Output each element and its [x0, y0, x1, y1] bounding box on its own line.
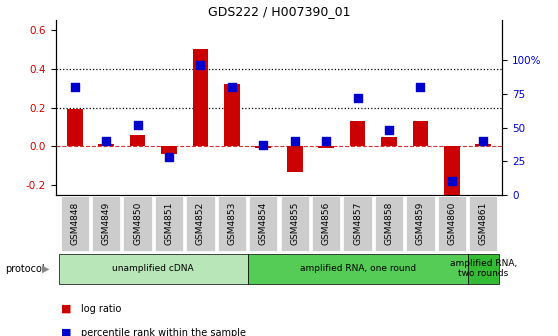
Point	[70, 85, 79, 90]
Text: GSM4861: GSM4861	[479, 202, 488, 245]
Bar	[287, 146, 302, 172]
Bar	[256, 146, 271, 148]
FancyBboxPatch shape	[281, 196, 309, 251]
FancyBboxPatch shape	[218, 196, 246, 251]
FancyBboxPatch shape	[59, 254, 248, 284]
Text: GSM4855: GSM4855	[290, 202, 299, 245]
Bar	[412, 121, 429, 146]
Text: ■: ■	[61, 304, 72, 314]
FancyBboxPatch shape	[155, 196, 183, 251]
Text: GSM4850: GSM4850	[133, 202, 142, 245]
Point	[448, 179, 456, 184]
Point	[165, 155, 174, 160]
Text: percentile rank within the sample: percentile rank within the sample	[81, 328, 246, 336]
Point	[227, 85, 236, 90]
Bar	[224, 84, 240, 146]
FancyBboxPatch shape	[92, 196, 120, 251]
Text: GSM4859: GSM4859	[416, 202, 425, 245]
Text: GSM4856: GSM4856	[321, 202, 331, 245]
Text: GSM4854: GSM4854	[259, 202, 268, 245]
FancyBboxPatch shape	[186, 196, 215, 251]
Point	[259, 142, 268, 148]
Point	[102, 138, 110, 144]
Point	[479, 138, 488, 144]
Bar	[67, 110, 83, 146]
Point	[353, 95, 362, 101]
Text: GSM4857: GSM4857	[353, 202, 362, 245]
FancyBboxPatch shape	[248, 254, 468, 284]
Text: amplified RNA, one round: amplified RNA, one round	[300, 264, 416, 273]
Bar	[193, 49, 208, 146]
FancyBboxPatch shape	[469, 196, 498, 251]
FancyBboxPatch shape	[123, 196, 152, 251]
Text: GSM4851: GSM4851	[165, 202, 174, 245]
Point	[290, 138, 299, 144]
FancyBboxPatch shape	[249, 196, 277, 251]
Point	[133, 122, 142, 128]
Text: amplified RNA,
two rounds: amplified RNA, two rounds	[450, 259, 517, 279]
FancyBboxPatch shape	[438, 196, 466, 251]
Bar	[129, 135, 146, 146]
Bar	[381, 137, 397, 146]
Title: GDS222 / H007390_01: GDS222 / H007390_01	[208, 5, 350, 17]
Text: protocol: protocol	[6, 264, 45, 274]
FancyBboxPatch shape	[468, 254, 499, 284]
Text: GSM4848: GSM4848	[70, 202, 79, 245]
Text: ▶: ▶	[42, 264, 49, 274]
Text: ■: ■	[61, 328, 72, 336]
Text: log ratio: log ratio	[81, 304, 121, 314]
FancyBboxPatch shape	[60, 196, 89, 251]
FancyBboxPatch shape	[312, 196, 340, 251]
Text: GSM4849: GSM4849	[102, 202, 110, 245]
FancyBboxPatch shape	[375, 196, 403, 251]
Text: GSM4853: GSM4853	[227, 202, 237, 245]
FancyBboxPatch shape	[343, 196, 372, 251]
Point	[384, 128, 393, 133]
Point	[416, 85, 425, 90]
Bar	[98, 144, 114, 146]
Text: GSM4852: GSM4852	[196, 202, 205, 245]
Bar	[350, 121, 365, 146]
Text: unamplified cDNA: unamplified cDNA	[113, 264, 194, 273]
Bar	[475, 144, 491, 146]
FancyBboxPatch shape	[406, 196, 435, 251]
Text: GSM4860: GSM4860	[448, 202, 456, 245]
Bar	[444, 146, 460, 199]
Text: GSM4858: GSM4858	[384, 202, 393, 245]
Point	[196, 62, 205, 67]
Bar	[318, 146, 334, 148]
Point	[322, 138, 331, 144]
Bar	[161, 146, 177, 154]
